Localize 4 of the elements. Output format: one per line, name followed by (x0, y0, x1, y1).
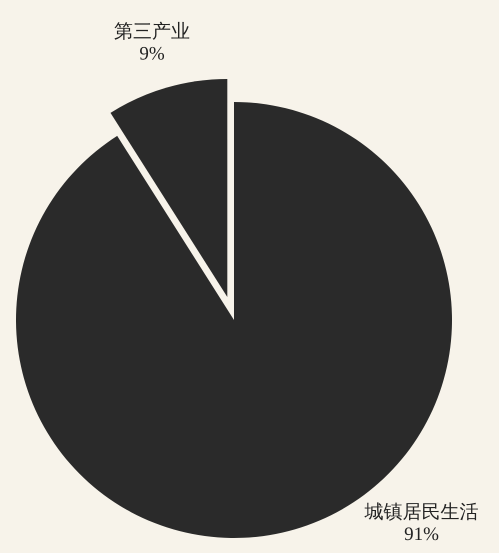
slice-label: 第三产业 (114, 22, 190, 43)
data-label: 91% (404, 524, 440, 545)
slice-label: 城镇居民生活 (363, 502, 478, 523)
data-label: 9% (139, 44, 165, 65)
